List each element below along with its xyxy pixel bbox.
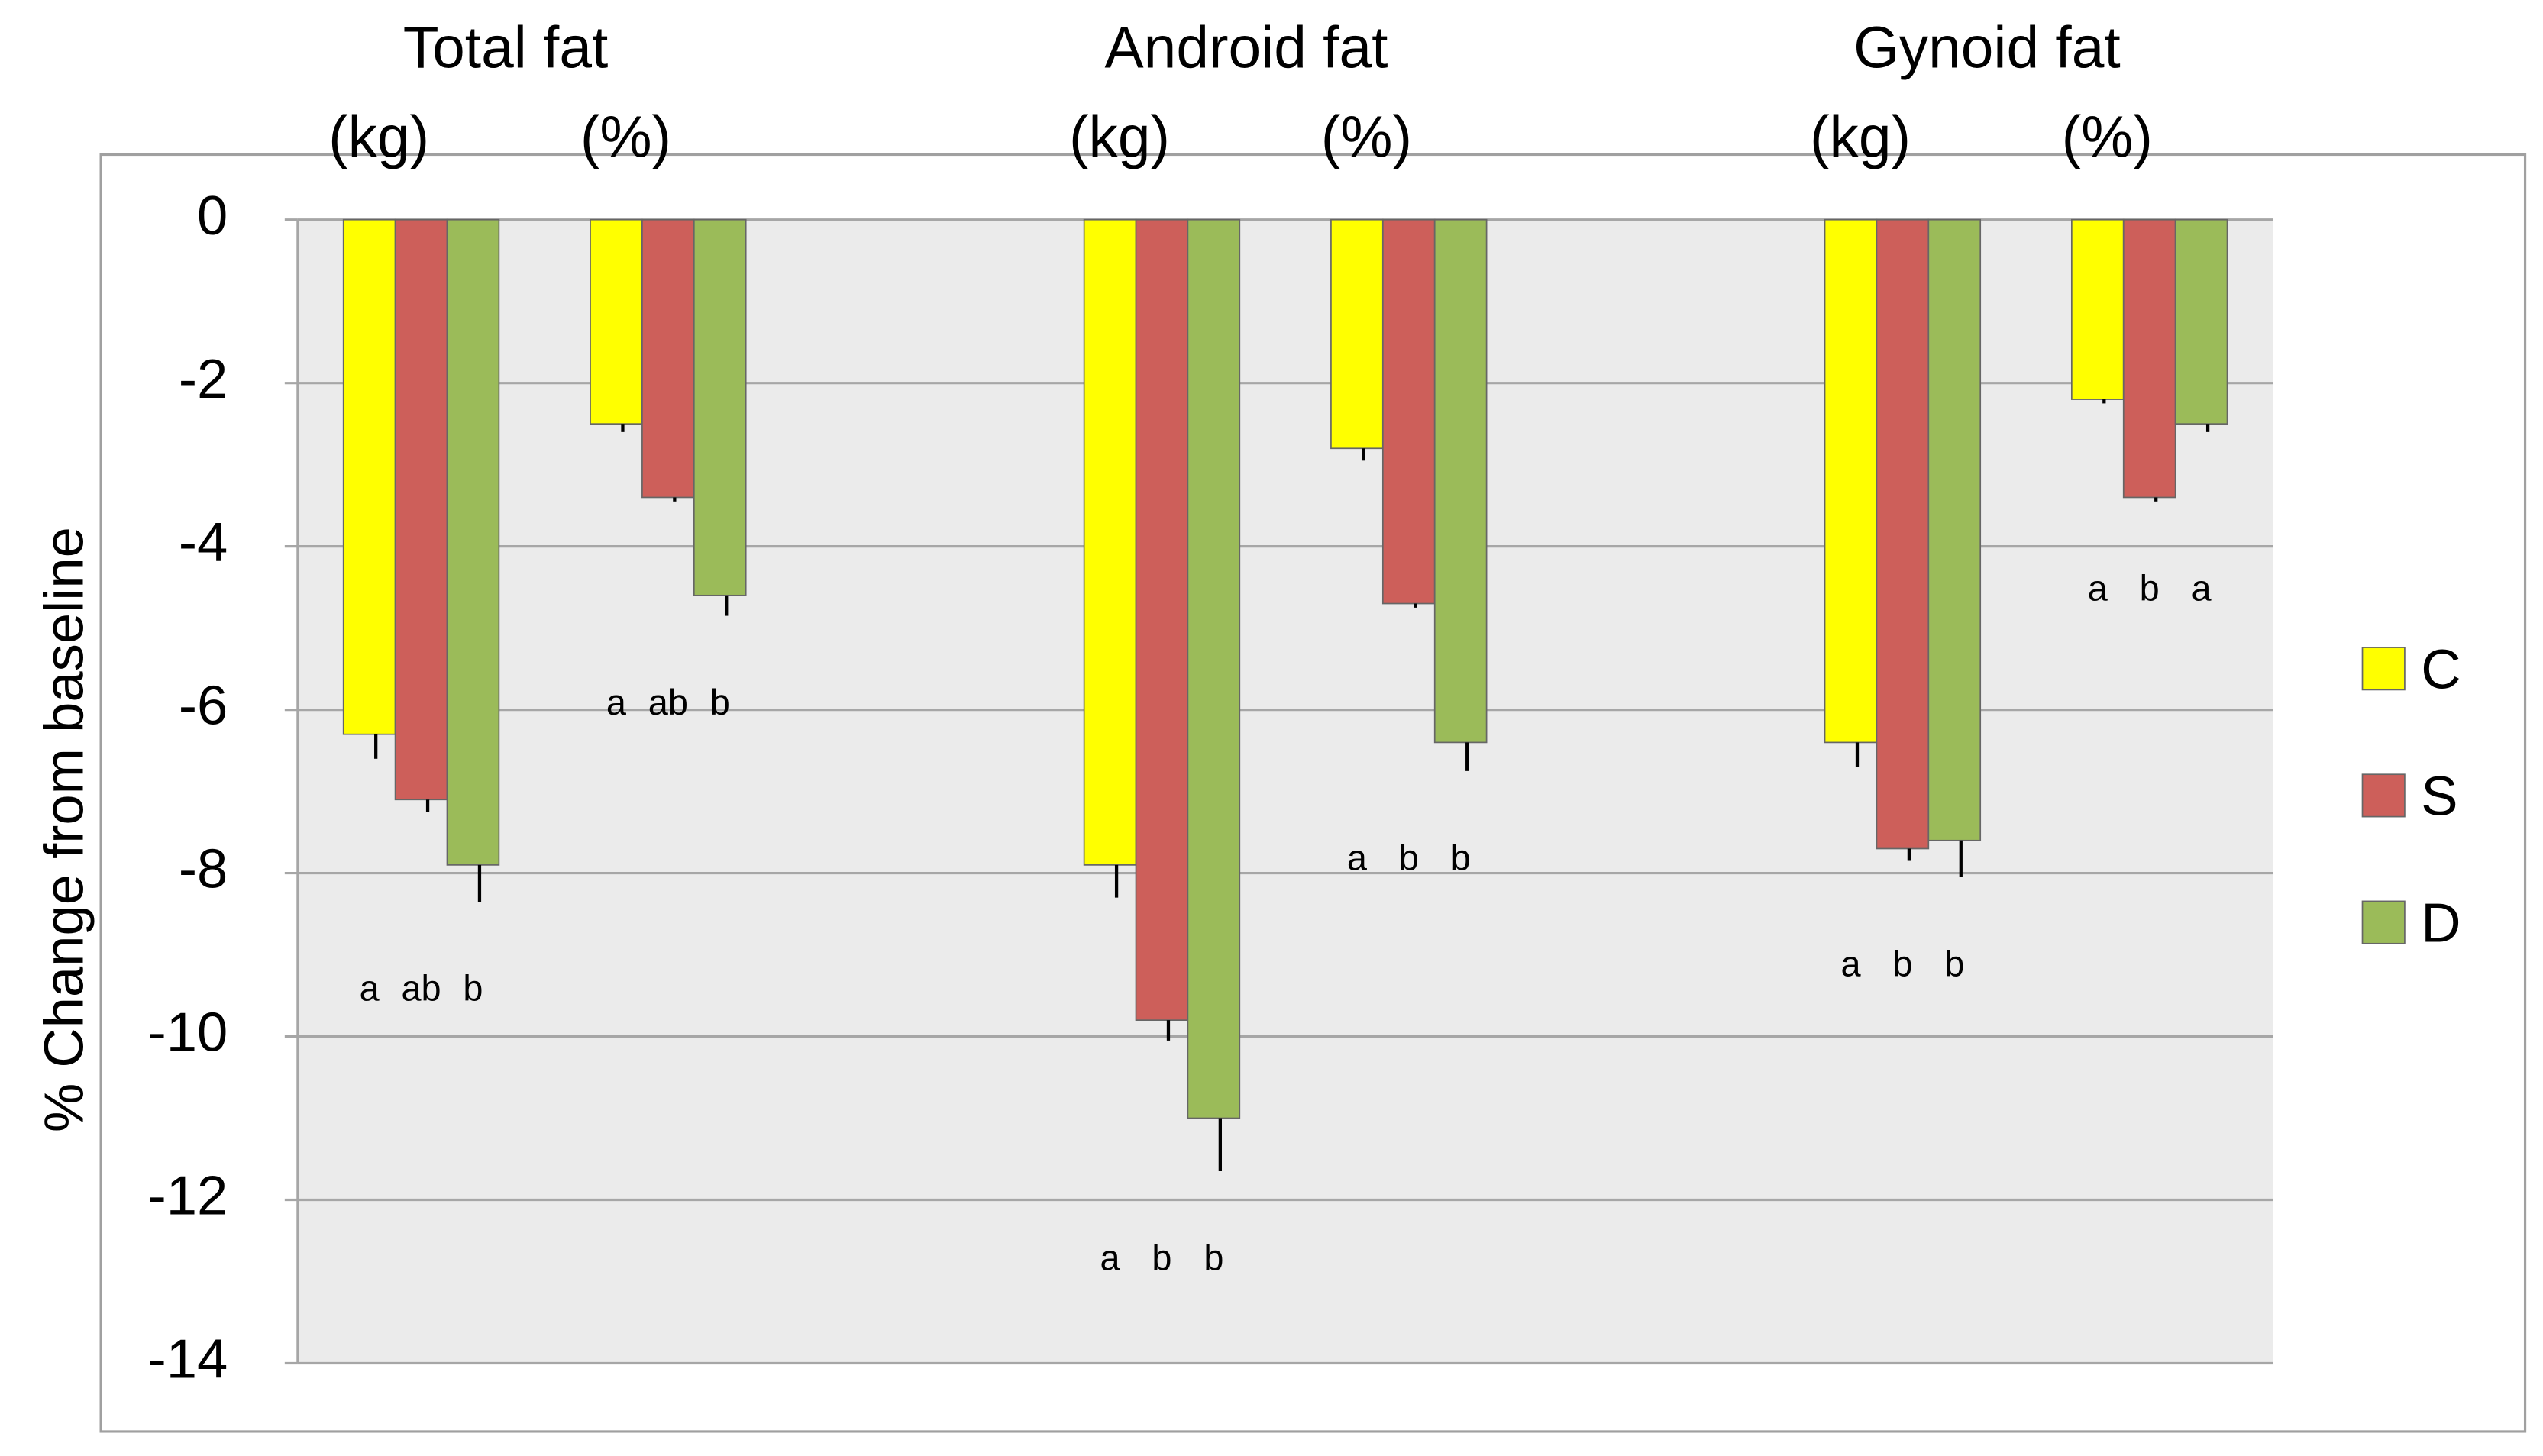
significance-letter: ab bbox=[648, 683, 688, 722]
legend-label: C bbox=[2421, 638, 2461, 700]
significance-letter: a bbox=[606, 683, 627, 722]
bar bbox=[1187, 218, 1241, 1119]
significance-letter: a bbox=[2192, 568, 2212, 608]
legend-swatch bbox=[2361, 900, 2406, 944]
legend-label: S bbox=[2421, 765, 2457, 827]
bar bbox=[1824, 218, 1878, 744]
significance-letter: b bbox=[2140, 568, 2160, 608]
significance-letter: b bbox=[1204, 1238, 1223, 1278]
bar bbox=[693, 218, 747, 596]
significance-letter: b bbox=[710, 683, 730, 722]
significance-letter: a bbox=[1347, 838, 1368, 877]
bar bbox=[2070, 218, 2125, 400]
significance-letter: b bbox=[1399, 838, 1419, 877]
bar bbox=[590, 218, 643, 425]
y-tick-label: 0 bbox=[197, 185, 228, 247]
significance-letter: b bbox=[1152, 1238, 1171, 1278]
significance-letter: a bbox=[2088, 568, 2108, 608]
significance-letter: b bbox=[463, 969, 483, 1009]
bar bbox=[1927, 218, 1982, 841]
x-tick-label: (%) bbox=[2062, 105, 2153, 170]
significance-letter: a bbox=[1100, 1238, 1121, 1278]
bar bbox=[342, 218, 396, 735]
significance-letter: b bbox=[1451, 838, 1471, 877]
x-tick-label: (kg) bbox=[1810, 105, 1911, 170]
y-tick-label: -8 bbox=[179, 838, 228, 900]
x-tick-label: (kg) bbox=[1069, 105, 1170, 170]
bar bbox=[1876, 218, 1930, 850]
bar bbox=[1433, 218, 1488, 744]
bar bbox=[1135, 218, 1189, 1021]
significance-letter: b bbox=[1892, 944, 1912, 983]
significance-letter: b bbox=[1944, 944, 1964, 983]
legend-swatch bbox=[2361, 647, 2406, 691]
y-axis-label: % Change from baseline bbox=[34, 527, 95, 1132]
bar bbox=[394, 218, 448, 801]
legend-swatch bbox=[2361, 773, 2406, 818]
x-tick-label: (%) bbox=[1321, 105, 1412, 170]
y-tick-label: -10 bbox=[148, 1002, 228, 1064]
bar bbox=[1330, 218, 1384, 450]
legend-label: D bbox=[2421, 893, 2461, 954]
y-tick-label: -4 bbox=[179, 512, 228, 573]
y-tick-label: -12 bbox=[148, 1165, 228, 1227]
x-tick-label: (kg) bbox=[328, 105, 429, 170]
bar bbox=[2174, 218, 2228, 425]
significance-letter: a bbox=[1840, 944, 1861, 983]
bar bbox=[2122, 218, 2176, 499]
significance-letter: ab bbox=[401, 969, 441, 1009]
x-tick-label: (%) bbox=[580, 105, 671, 170]
significance-letter: a bbox=[360, 969, 380, 1009]
bar bbox=[1083, 218, 1137, 866]
bar bbox=[1381, 218, 1436, 605]
group-label: Android fat bbox=[1105, 16, 1388, 81]
y-tick-label: -2 bbox=[179, 348, 228, 410]
y-tick-label: -14 bbox=[148, 1328, 228, 1390]
bar bbox=[641, 218, 695, 499]
group-label: Total fat bbox=[403, 16, 609, 81]
bar bbox=[446, 218, 500, 866]
y-tick-label: -6 bbox=[179, 675, 228, 737]
group-label: Gynoid fat bbox=[1853, 16, 2121, 81]
